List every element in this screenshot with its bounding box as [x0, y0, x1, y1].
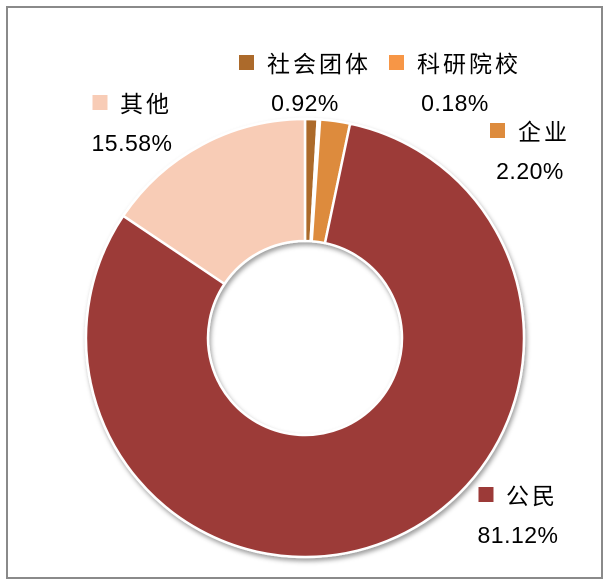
percent-label-citizens: 81.12% [477, 522, 559, 548]
label-citizens: 公民 81.12% [477, 477, 558, 549]
percent-label-enterprises: 2.20% [496, 158, 564, 184]
category-label-research-institutes: 科研院校 [417, 51, 521, 77]
pie-slice-4 [122, 117, 307, 286]
category-label-social-groups: 社会团体 [267, 51, 371, 77]
label-social-groups: 社会团体 0.92% [239, 45, 371, 117]
legend-key-research-institutes-icon [389, 54, 404, 70]
legend-key-others-icon [91, 94, 107, 110]
label-research-institutes: 科研院校 0.18% [389, 45, 521, 117]
percent-label-research-institutes: 0.18% [421, 90, 489, 116]
legend-key-social-groups-icon [239, 54, 254, 70]
category-label-others: 其他 [119, 91, 172, 117]
percent-label-social-groups: 0.92% [271, 90, 339, 116]
legend-key-enterprises-icon [490, 122, 505, 138]
legend-key-citizens-icon [477, 486, 493, 502]
label-enterprises: 企业 2.20% [490, 113, 570, 185]
percent-label-others: 15.58% [91, 130, 173, 156]
category-label-citizens: 公民 [505, 483, 558, 509]
label-others: 其他 15.58% [91, 85, 172, 157]
pie-slice-3 [84, 122, 526, 559]
category-label-enterprises: 企业 [518, 119, 570, 145]
